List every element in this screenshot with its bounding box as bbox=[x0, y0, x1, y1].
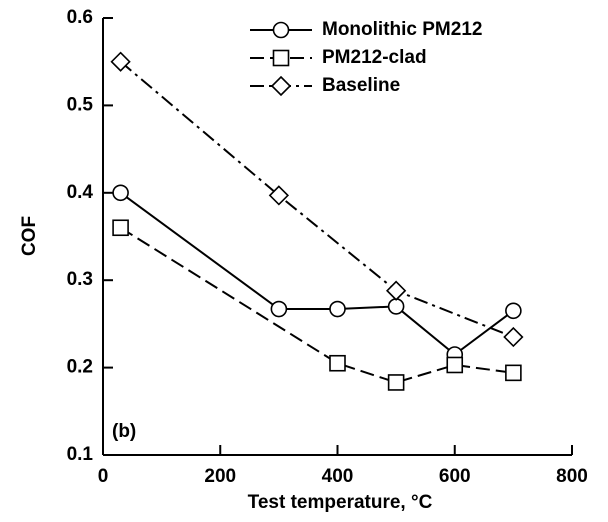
y-tick-label: 0.6 bbox=[67, 7, 93, 28]
y-tick-label: 0.5 bbox=[67, 94, 94, 115]
point bbox=[268, 185, 290, 206]
x-tick-label: 0 bbox=[98, 466, 109, 487]
point bbox=[503, 326, 524, 348]
x-tick-label: 800 bbox=[556, 466, 588, 487]
y-tick-label: 0.2 bbox=[67, 357, 93, 378]
point bbox=[387, 298, 405, 315]
x-tick-label: 400 bbox=[322, 466, 354, 487]
x-axis-label: Test temperature, °C bbox=[248, 492, 433, 513]
legend-marker bbox=[272, 49, 290, 67]
legend-marker bbox=[270, 75, 292, 97]
legend-label: Baseline bbox=[322, 75, 400, 96]
point bbox=[446, 356, 464, 374]
series-line bbox=[119, 191, 514, 356]
point bbox=[387, 374, 405, 391]
x-tick-label: 200 bbox=[204, 466, 236, 487]
point bbox=[505, 364, 522, 382]
point bbox=[329, 354, 346, 372]
point bbox=[505, 302, 522, 320]
point bbox=[110, 51, 131, 72]
point bbox=[385, 280, 407, 301]
x-tick-label: 600 bbox=[439, 466, 471, 487]
legend-label: Monolithic PM212 bbox=[322, 19, 482, 40]
series-line bbox=[120, 226, 514, 384]
legend-marker bbox=[272, 21, 290, 39]
point bbox=[270, 300, 288, 318]
series-line bbox=[119, 60, 514, 338]
y-tick-label: 0.4 bbox=[67, 182, 94, 203]
point bbox=[329, 300, 346, 318]
annotation: (b) bbox=[112, 421, 136, 442]
legend-label: PM212-clad bbox=[322, 47, 427, 68]
y-tick-label: 0.1 bbox=[67, 444, 94, 465]
point bbox=[112, 184, 129, 202]
y-tick-label: 0.3 bbox=[67, 269, 93, 290]
y-axis-label: COF bbox=[19, 216, 40, 256]
point bbox=[112, 219, 129, 237]
